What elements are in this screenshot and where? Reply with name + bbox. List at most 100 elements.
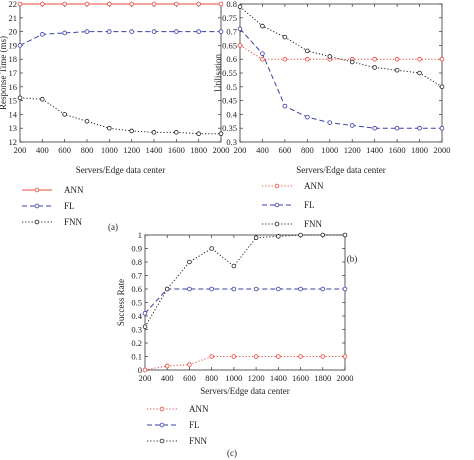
x-tick-label: 600 xyxy=(279,145,292,155)
data-point-fl xyxy=(298,286,303,292)
data-point-ann xyxy=(196,1,201,7)
data-point-ann xyxy=(342,354,348,359)
data-point-fnn xyxy=(253,235,259,241)
data-point-fl xyxy=(327,120,333,125)
data-point-fnn xyxy=(394,67,400,73)
data-point-ann xyxy=(142,367,148,373)
legend-marker-fnn xyxy=(159,438,165,444)
data-point-fnn xyxy=(260,23,265,29)
x-tick-label: 1800 xyxy=(411,145,428,155)
x-tick-label: 600 xyxy=(183,373,196,383)
data-point-fl xyxy=(320,286,326,292)
legend-label-ann: ANN xyxy=(304,181,324,191)
data-point-ann xyxy=(174,1,179,7)
x-tick-label: 1200 xyxy=(248,373,265,383)
series-line-fl xyxy=(239,28,442,129)
data-point-ann xyxy=(320,354,326,359)
y-tick-label: 0.4 xyxy=(131,311,142,321)
legend-label-fl: FL xyxy=(189,420,200,430)
data-point-fl xyxy=(253,286,259,292)
data-point-fnn xyxy=(349,59,355,65)
y-tick-label: 0.3 xyxy=(131,325,142,335)
data-point-ann xyxy=(187,362,192,367)
data-point-fnn xyxy=(174,130,179,135)
series-line-ann xyxy=(239,44,442,60)
x-tick-label: 200 xyxy=(14,145,27,155)
y-tick-label: 15 xyxy=(9,96,18,106)
data-point-ann xyxy=(151,1,157,7)
y-tick-label: 0.4 xyxy=(226,109,237,119)
series-line-fnn xyxy=(144,234,345,328)
y-tick-label: 22 xyxy=(9,0,18,9)
legend-label-fnn: FNN xyxy=(304,219,323,229)
y-tick-label: 20 xyxy=(9,27,18,37)
data-point-fl xyxy=(196,29,201,34)
data-point-fnn xyxy=(209,246,214,251)
series-line-ann xyxy=(144,356,345,371)
data-point-fnn xyxy=(218,131,224,137)
y-tick-label: 0.9 xyxy=(131,244,142,254)
y-tick-label: 19 xyxy=(9,40,18,50)
plot-frame xyxy=(19,3,222,143)
data-point-fnn xyxy=(164,286,170,292)
chart-panel-c: 200 400 600 800 1000 1200 1400 1600 1800 2000 0 0.1… xyxy=(116,230,354,458)
legend-label-ann: ANN xyxy=(189,404,209,414)
data-point-ann xyxy=(439,56,445,62)
data-point-fl xyxy=(17,43,23,48)
y-tick-label: 13 xyxy=(9,123,18,133)
x-tick-label: 2000 xyxy=(213,145,230,155)
y-tick-label: 0.6 xyxy=(131,284,142,294)
y-tick-label: 0.55 xyxy=(222,68,237,78)
y-tick-label: 0.35 xyxy=(222,123,237,133)
chart-panel-a: 200 400 600 800 1000 1200 1400 1600 1800 2000 12 13… xyxy=(0,0,230,232)
y-tick-label: 1 xyxy=(138,230,142,240)
y-tick-label: 0.5 xyxy=(226,82,237,92)
data-point-fl xyxy=(349,123,355,128)
y-tick-label: 21 xyxy=(9,13,18,23)
data-point-fl xyxy=(142,310,148,316)
panel-caption: (a) xyxy=(108,222,118,232)
data-point-ann xyxy=(164,363,170,369)
data-point-fnn xyxy=(439,84,445,90)
legend-marker-ann xyxy=(34,187,40,193)
legend-marker-fnn xyxy=(274,221,280,227)
data-point-fnn xyxy=(298,232,303,238)
data-point-fnn xyxy=(196,131,201,137)
x-tick-label: 1600 xyxy=(292,373,309,383)
data-point-fl xyxy=(276,286,281,292)
series-line-fnn xyxy=(19,97,221,135)
y-tick-label: 18 xyxy=(9,54,18,64)
data-point-fnn xyxy=(84,119,90,124)
x-axis-label: Servers/Edge data center xyxy=(296,165,385,175)
data-point-fnn xyxy=(320,232,326,238)
data-point-fl xyxy=(231,286,237,292)
data-point-ann xyxy=(40,1,45,7)
data-point-fnn xyxy=(372,65,377,70)
x-tick-label: 1400 xyxy=(366,145,383,155)
y-tick-label: 0.3 xyxy=(226,137,237,147)
x-tick-label: 2000 xyxy=(337,373,354,383)
chart-panel-b: 200 400 600 800 1000 1200 1400 1600 1800 20000.30… xyxy=(213,0,451,264)
y-tick-label: 0 xyxy=(138,365,142,375)
plot-frame xyxy=(239,3,443,143)
series-line-fl xyxy=(19,31,221,46)
y-tick-label: 0.7 xyxy=(226,27,237,37)
data-point-fnn xyxy=(129,128,134,134)
x-axis-label: Servers/Edge data center xyxy=(200,386,289,396)
legend-label-fnn: FNN xyxy=(64,217,83,227)
data-point-ann xyxy=(298,354,303,359)
data-point-ann xyxy=(231,354,237,359)
data-point-fl xyxy=(84,29,90,34)
y-tick-label: 0.75 xyxy=(222,13,237,23)
x-tick-label: 1200 xyxy=(344,145,361,155)
data-point-fnn xyxy=(107,125,112,131)
data-point-fnn xyxy=(276,234,281,239)
panel-caption: (b) xyxy=(347,254,358,264)
data-point-ann xyxy=(237,43,243,48)
x-tick-label: 1600 xyxy=(389,145,406,155)
data-point-fl xyxy=(40,32,45,37)
data-point-fl xyxy=(372,125,377,131)
x-tick-label: 800 xyxy=(301,145,314,155)
legend-marker-fl xyxy=(159,422,165,428)
